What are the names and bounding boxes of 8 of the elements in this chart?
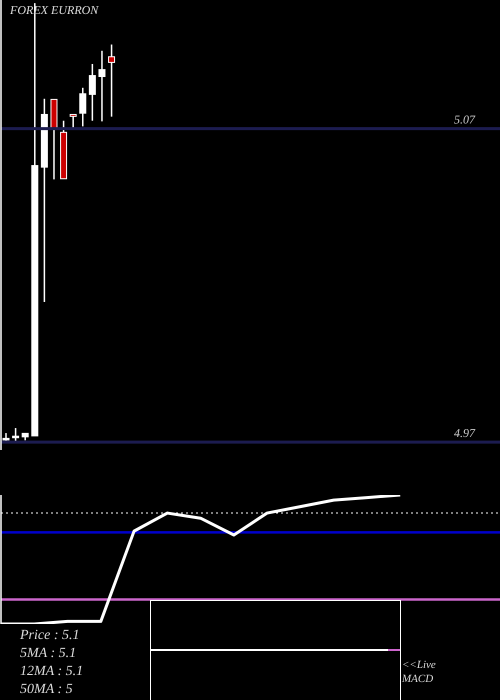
candlestick [108,44,116,117]
ref-line-label: 5.07 [454,112,476,127]
ref-line-label: 4.97 [454,426,476,440]
text: Price : 5.1 [20,627,80,645]
text: 12MA : 5.1 [20,663,84,681]
text: 50MA : 5 [20,681,74,699]
text: <<Live MACD [402,658,437,686]
text: 5MA : 5.1 [20,645,78,663]
